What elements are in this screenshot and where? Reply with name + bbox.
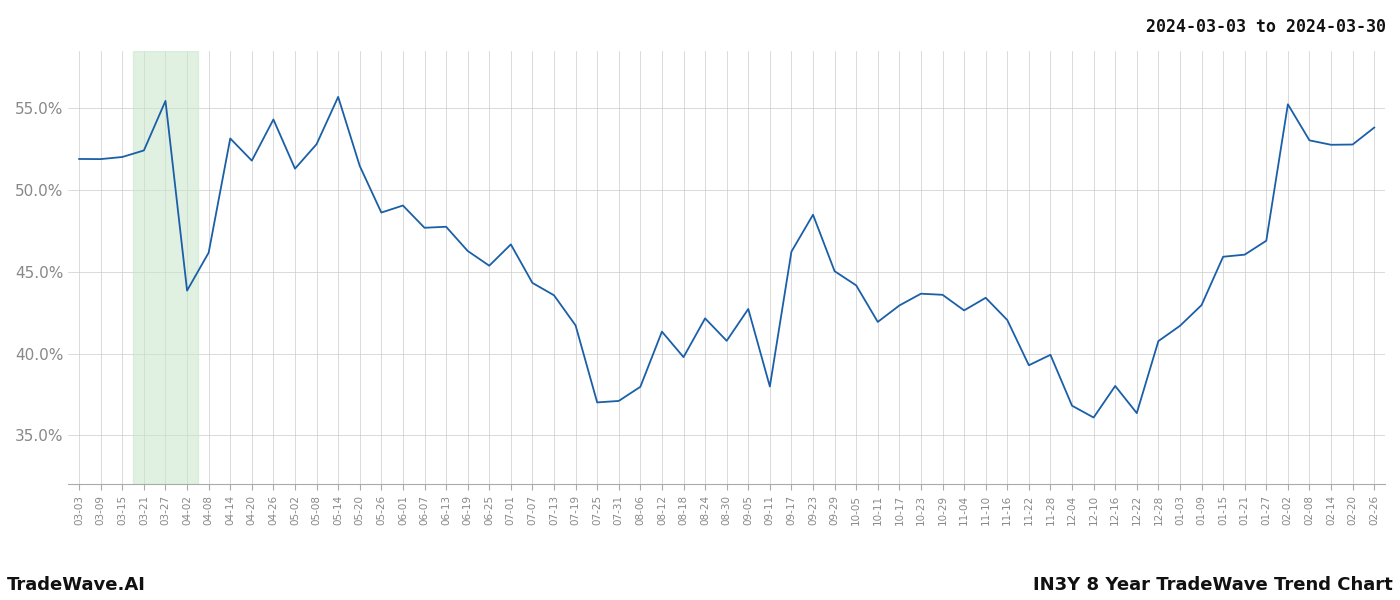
Text: TradeWave.AI: TradeWave.AI (7, 576, 146, 594)
Text: IN3Y 8 Year TradeWave Trend Chart: IN3Y 8 Year TradeWave Trend Chart (1033, 576, 1393, 594)
Bar (133, 51, 197, 484)
Text: 2024-03-03 to 2024-03-30: 2024-03-03 to 2024-03-30 (1147, 18, 1386, 36)
